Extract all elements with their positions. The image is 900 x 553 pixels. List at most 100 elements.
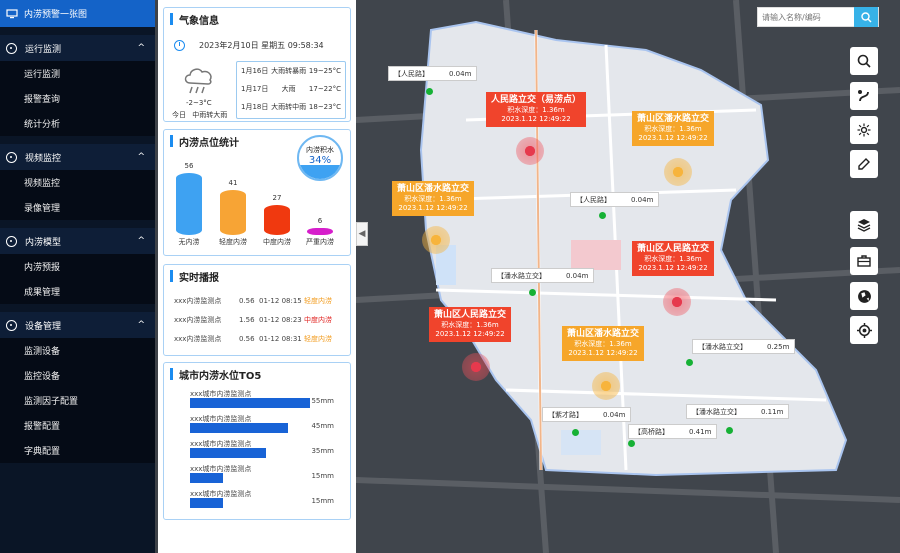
sidebar-item-forecast[interactable]: 内涝预报	[0, 254, 155, 279]
map-tool-draw[interactable]	[850, 150, 878, 178]
realtime-row[interactable]: xxx内涝监测点 1.56 01-12 08:23 中度内涝	[164, 310, 350, 329]
map-tool-light[interactable]	[850, 116, 878, 144]
stats-bar[interactable]	[220, 190, 246, 235]
road-label[interactable]: 【高桥路】 0.41m	[628, 424, 718, 439]
top5-point-name: xxx城市内涝监测点	[190, 390, 252, 398]
chevron-up-icon: ^	[137, 152, 145, 162]
road-label[interactable]: 【紫才路】 0.04m	[542, 407, 632, 422]
sidebar-item-results[interactable]: 成果管理	[0, 279, 155, 304]
monitor-point-dot[interactable]	[572, 429, 579, 436]
stats-bar[interactable]	[176, 173, 202, 235]
monitor-point-dot[interactable]	[628, 440, 635, 447]
map-view[interactable]: 【人民路】 0.04m 【人民路】 0.04m 【潘水路立交】 0.04m 【潘水路立…	[356, 0, 900, 553]
sidebar-item-alarm-config[interactable]: 报警配置	[0, 413, 155, 438]
sidebar-item-recording[interactable]: 录像管理	[0, 195, 155, 220]
alert-popup[interactable]: 萧山区潘水路立交 积水深度：1.36m 2023.1.12 12:49:22	[562, 326, 645, 361]
top5-bar	[190, 473, 223, 483]
sidebar-item-alarm-query[interactable]: 报警查询	[0, 86, 155, 111]
road-label[interactable]: 【人民路】 0.04m	[388, 66, 478, 81]
alert-popup[interactable]: 人民路立交（易涝点） 积水深度：1.36m 2023.1.12 12:49:22	[486, 92, 587, 127]
top5-value: 45mm	[311, 422, 334, 430]
road-label[interactable]: 【潘水路立交】 0.25m	[692, 339, 796, 354]
sidebar-group-video[interactable]: 视频监控 ^	[0, 144, 155, 170]
chevron-up-icon: ^	[137, 320, 145, 330]
map-search-input[interactable]	[758, 12, 854, 22]
sidebar-item-camera-devices[interactable]: 监控设备	[0, 363, 155, 388]
top5-row[interactable]: xxx城市内涝监测点 35mm	[164, 439, 350, 464]
sidebar-group-model[interactable]: 内涝模型 ^	[0, 228, 155, 254]
monitor-point-dot[interactable]	[426, 88, 433, 95]
chevron-up-icon: ^	[137, 236, 145, 246]
monitor-point-dot[interactable]	[726, 427, 733, 434]
point-time: 01-12 08:31	[259, 334, 302, 343]
sidebar-group-label: 内涝模型	[25, 237, 62, 248]
top5-row[interactable]: xxx城市内涝监测点 55mm	[164, 389, 350, 414]
alert-title: 人民路立交（易涝点）	[491, 95, 582, 105]
stats-title: 内涝点位统计	[164, 130, 350, 152]
map-tool-locate[interactable]	[850, 316, 878, 344]
alert-time: 2023.1.12 12:49:22	[435, 330, 505, 338]
chevron-up-icon: ^	[137, 43, 145, 53]
top5-row[interactable]: xxx城市内涝监测点 15mm	[164, 489, 350, 514]
stats-title-text: 内涝点位统计	[179, 137, 239, 149]
alert-time: 2023.1.12 12:49:22	[398, 204, 468, 212]
road-label[interactable]: 【人民路】 0.04m	[570, 192, 660, 207]
road-label-distance: 0.41m	[689, 427, 712, 436]
road-label[interactable]: 【潘水路立交】 0.04m	[491, 268, 595, 283]
panel-collapse-button[interactable]: ◀	[356, 222, 368, 246]
top5-bar	[190, 398, 310, 408]
stats-bar-label: 轻度内涝	[219, 238, 247, 246]
app-title-bar[interactable]: 内涝预警一张图	[0, 0, 155, 27]
alert-title: 萧山区人民路立交	[637, 244, 710, 254]
sidebar-group-monitoring[interactable]: 运行监测 ^	[0, 35, 155, 61]
alert-depth: 积水深度：1.36m	[574, 340, 632, 348]
map-tool-search[interactable]	[850, 47, 878, 75]
forecast-date: 1月17日	[241, 85, 269, 93]
realtime-title: 实时播报	[164, 265, 350, 287]
sidebar-item-monitor-devices[interactable]: 监测设备	[0, 338, 155, 363]
waterlogging-marker[interactable]	[663, 288, 691, 316]
waterlogging-marker[interactable]	[592, 372, 620, 400]
title-bar	[170, 270, 173, 282]
alert-popup[interactable]: 萧山区潘水路立交 积水深度：1.36m 2023.1.12 12:49:22	[392, 181, 475, 216]
map-background	[356, 0, 900, 553]
waterlogging-stats-card: 内涝点位统计 内涝积水 34% 56 无内涝 41 轻度内涝 27 中度内涝 6 严重内涝	[163, 129, 351, 256]
forecast-temp: 17~22°C	[308, 85, 341, 93]
map-tool-globe[interactable]	[850, 282, 878, 310]
stats-bar[interactable]	[307, 228, 333, 235]
sidebar-item-run-monitoring[interactable]: 运行监测	[0, 61, 155, 86]
search-button[interactable]	[854, 7, 878, 27]
sidebar-item-statistics[interactable]: 统计分析	[0, 111, 155, 136]
realtime-row[interactable]: xxx内涝监测点 0.56 01-12 08:31 轻度内涝	[164, 329, 350, 348]
alert-popup[interactable]: 萧山区人民路立交 积水深度：1.36m 2023.1.12 12:49:22	[632, 241, 715, 276]
map-tool-toolbox[interactable]	[850, 247, 878, 275]
monitor-point-dot[interactable]	[686, 359, 693, 366]
alert-popup[interactable]: 萧山区潘水路立交 积水深度：1.36m 2023.1.12 12:49:22	[632, 111, 715, 146]
sidebar: 内涝预警一张图 运行监测 ^ 运行监测 报警查询 统计分析 视频监控 ^ 视频监…	[0, 0, 155, 553]
stats-bar[interactable]	[264, 205, 290, 235]
realtime-row[interactable]: xxx内涝监测点 0.56 01-12 08:15 轻度内涝	[164, 291, 350, 310]
stats-bar-value: 27	[272, 194, 282, 202]
top5-row[interactable]: xxx城市内涝监测点 15mm	[164, 464, 350, 489]
clock-icon	[174, 40, 185, 51]
sidebar-item-video-monitoring[interactable]: 视频监控	[0, 170, 155, 195]
info-panel: 气象信息 2023年2月10日 星期五 09:58:34 -2~3°C 今日 中…	[158, 0, 356, 553]
waterlogging-marker[interactable]	[664, 158, 692, 186]
monitor-point-dot[interactable]	[599, 212, 606, 219]
map-tool-route[interactable]	[850, 82, 878, 110]
sidebar-group-devices[interactable]: 设备管理 ^	[0, 312, 155, 338]
top5-row[interactable]: xxx城市内涝监测点 45mm	[164, 414, 350, 439]
weather-datetime: 2023年2月10日 星期五 09:58:34	[174, 40, 324, 51]
alert-popup[interactable]: 萧山区人民路立交 积水深度：1.36m 2023.1.12 12:49:22	[429, 307, 512, 342]
map-tool-layers[interactable]	[850, 211, 878, 239]
stats-bar-label: 中度内涝	[263, 238, 291, 246]
sidebar-item-factor-config[interactable]: 监测因子配置	[0, 388, 155, 413]
waterlogging-marker[interactable]	[462, 353, 490, 381]
waterlogging-marker[interactable]	[516, 137, 544, 165]
monitor-point-dot[interactable]	[529, 289, 536, 296]
waterlogging-marker[interactable]	[422, 226, 450, 254]
alert-time: 2023.1.12 12:49:22	[638, 264, 708, 272]
sidebar-item-dictionary-config[interactable]: 字典配置	[0, 438, 155, 463]
road-label[interactable]: 【潘水路立交】 0.11m	[686, 404, 790, 419]
realtime-broadcast-card: 实时播报 xxx内涝监测点 0.56 01-12 08:15 轻度内涝 xxx内涝监测…	[163, 264, 351, 356]
